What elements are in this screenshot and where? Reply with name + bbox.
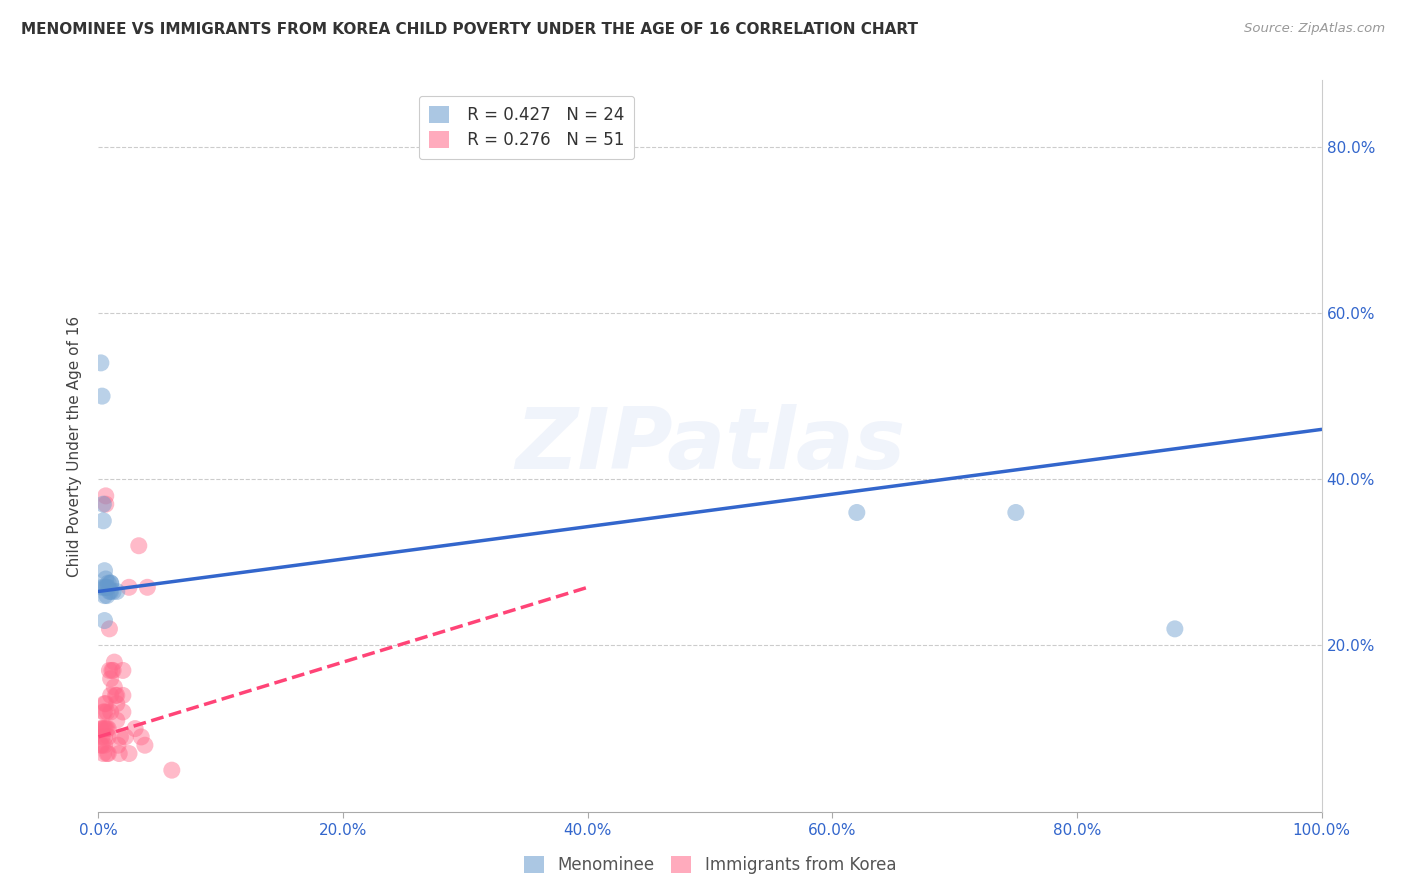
Point bbox=[100, 705, 122, 719]
Point bbox=[103, 680, 125, 694]
Point bbox=[93, 730, 115, 744]
Point bbox=[100, 584, 122, 599]
Point bbox=[100, 576, 122, 591]
Point bbox=[91, 722, 114, 736]
Point bbox=[105, 714, 128, 728]
Point bbox=[97, 580, 120, 594]
Point bbox=[91, 722, 114, 736]
Point bbox=[91, 497, 114, 511]
Point bbox=[111, 664, 134, 678]
Point bbox=[94, 489, 117, 503]
Point bbox=[134, 738, 156, 752]
Point bbox=[118, 747, 141, 761]
Point bbox=[98, 664, 121, 678]
Point bbox=[90, 356, 112, 370]
Point bbox=[94, 722, 117, 736]
Point bbox=[91, 730, 114, 744]
Point bbox=[93, 738, 115, 752]
Point bbox=[105, 697, 128, 711]
Point bbox=[90, 738, 112, 752]
Point bbox=[104, 689, 127, 703]
Point bbox=[108, 747, 131, 761]
Point bbox=[96, 589, 118, 603]
Point bbox=[91, 738, 114, 752]
Point bbox=[96, 747, 118, 761]
Point bbox=[136, 580, 159, 594]
Point bbox=[111, 689, 134, 703]
Point bbox=[91, 580, 114, 594]
Point bbox=[97, 747, 120, 761]
Point bbox=[101, 664, 124, 678]
Point bbox=[97, 730, 120, 744]
Point bbox=[100, 576, 122, 591]
Point bbox=[101, 584, 124, 599]
Point bbox=[114, 730, 136, 744]
Y-axis label: Child Poverty Under the Age of 16: Child Poverty Under the Age of 16 bbox=[67, 316, 83, 576]
Point bbox=[94, 497, 117, 511]
Point bbox=[98, 584, 121, 599]
Point bbox=[94, 580, 117, 594]
Point bbox=[1164, 622, 1187, 636]
Point bbox=[91, 514, 114, 528]
Point bbox=[128, 539, 150, 553]
Point bbox=[129, 730, 152, 744]
Point bbox=[93, 580, 115, 594]
Point bbox=[94, 572, 117, 586]
Point bbox=[160, 763, 183, 777]
Point bbox=[93, 697, 115, 711]
Point bbox=[97, 576, 120, 591]
Point bbox=[110, 730, 132, 744]
Point bbox=[93, 705, 115, 719]
Point bbox=[91, 747, 114, 761]
Point bbox=[111, 705, 134, 719]
Point bbox=[845, 506, 868, 520]
Point bbox=[118, 580, 141, 594]
Legend: Menominee, Immigrants from Korea: Menominee, Immigrants from Korea bbox=[515, 846, 905, 884]
Point bbox=[105, 584, 128, 599]
Point bbox=[96, 722, 118, 736]
Point bbox=[91, 705, 114, 719]
Text: ZIPatlas: ZIPatlas bbox=[515, 404, 905, 488]
Point bbox=[103, 655, 125, 669]
Point bbox=[97, 722, 120, 736]
Point bbox=[105, 689, 128, 703]
Point bbox=[93, 564, 115, 578]
Point bbox=[93, 614, 115, 628]
Point bbox=[100, 689, 122, 703]
Point bbox=[94, 697, 117, 711]
Point bbox=[101, 664, 124, 678]
Point bbox=[93, 589, 115, 603]
Point bbox=[100, 672, 122, 686]
Point bbox=[124, 722, 146, 736]
Text: MENOMINEE VS IMMIGRANTS FROM KOREA CHILD POVERTY UNDER THE AGE OF 16 CORRELATION: MENOMINEE VS IMMIGRANTS FROM KOREA CHILD… bbox=[21, 22, 918, 37]
Point bbox=[91, 389, 114, 403]
Point bbox=[98, 622, 121, 636]
Point bbox=[96, 705, 118, 719]
Point bbox=[1004, 506, 1026, 520]
Point bbox=[96, 580, 118, 594]
Point bbox=[107, 738, 129, 752]
Point bbox=[90, 722, 112, 736]
Point bbox=[93, 722, 115, 736]
Text: Source: ZipAtlas.com: Source: ZipAtlas.com bbox=[1244, 22, 1385, 36]
